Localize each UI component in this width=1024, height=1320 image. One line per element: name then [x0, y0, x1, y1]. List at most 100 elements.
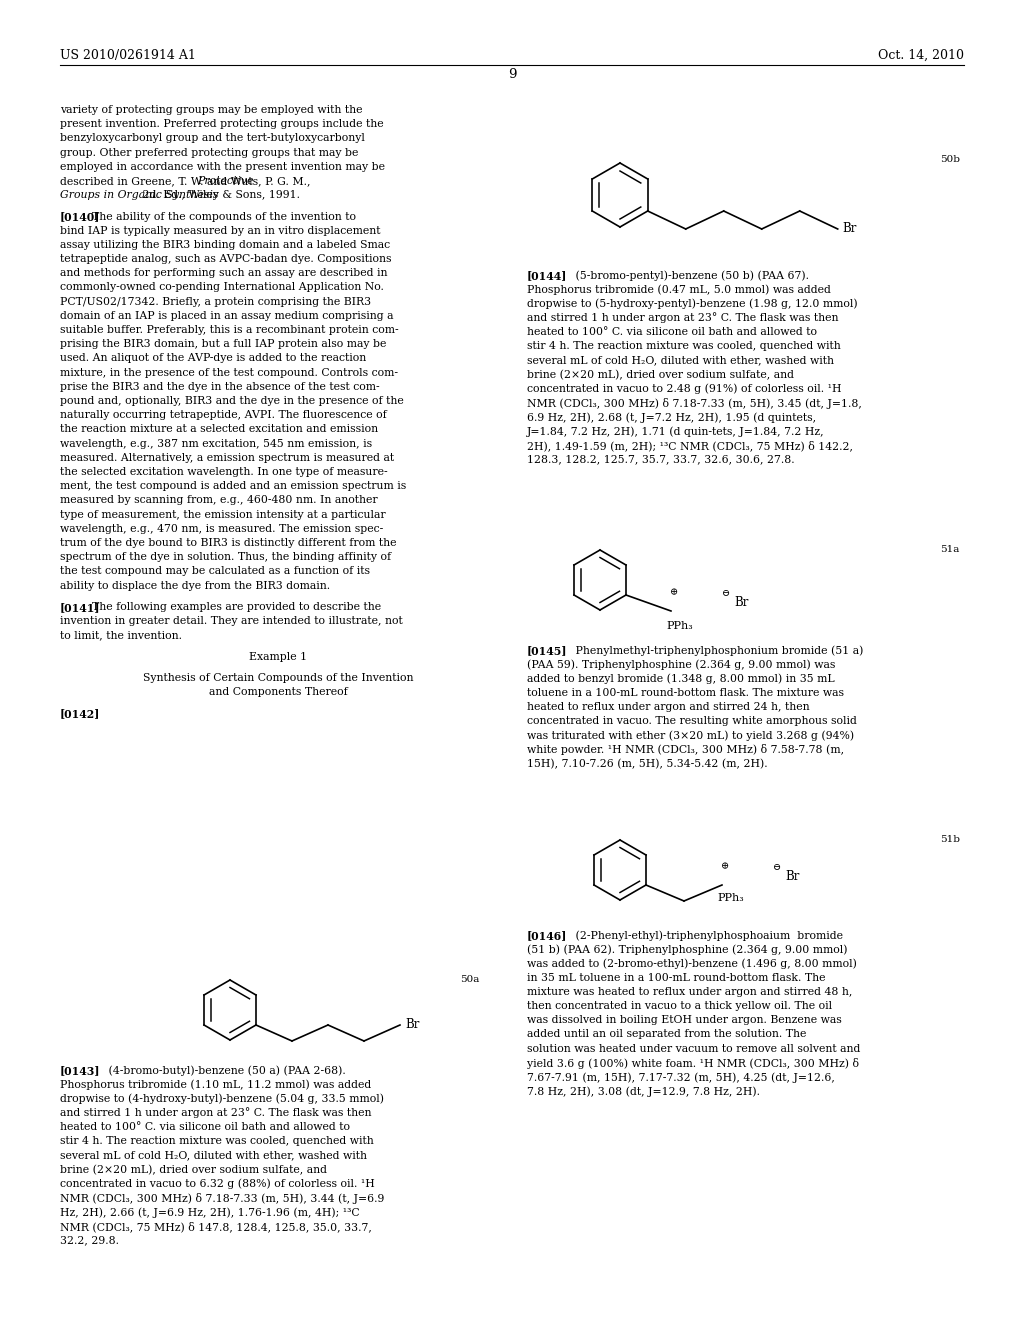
- Text: ⊕: ⊕: [670, 589, 678, 598]
- Text: The following examples are provided to describe the: The following examples are provided to d…: [78, 602, 381, 612]
- Text: Hz, 2H), 2.66 (t, J=6.9 Hz, 2H), 1.76-1.96 (m, 4H); ¹³C: Hz, 2H), 2.66 (t, J=6.9 Hz, 2H), 1.76-1.…: [60, 1206, 359, 1217]
- Text: 2d. Ed., Wiley & Sons, 1991.: 2d. Ed., Wiley & Sons, 1991.: [139, 190, 300, 201]
- Text: dropwise to (5-hydroxy-pentyl)-benzene (1.98 g, 12.0 mmol): dropwise to (5-hydroxy-pentyl)-benzene (…: [527, 298, 858, 309]
- Text: dropwise to (4-hydroxy-butyl)-benzene (5.04 g, 33.5 mmol): dropwise to (4-hydroxy-butyl)-benzene (5…: [60, 1093, 384, 1104]
- Text: employed in accordance with the present invention may be: employed in accordance with the present …: [60, 162, 385, 172]
- Text: then concentrated in vacuo to a thick yellow oil. The oil: then concentrated in vacuo to a thick ye…: [527, 1001, 833, 1011]
- Text: US 2010/0261914 A1: US 2010/0261914 A1: [60, 49, 196, 62]
- Text: Example 1: Example 1: [249, 652, 307, 661]
- Text: was added to (2-bromo-ethyl)-benzene (1.496 g, 8.00 mmol): was added to (2-bromo-ethyl)-benzene (1.…: [527, 958, 857, 969]
- Text: measured. Alternatively, a emission spectrum is measured at: measured. Alternatively, a emission spec…: [60, 453, 394, 463]
- Text: ⊖: ⊖: [722, 589, 730, 598]
- Text: heated to reflux under argon and stirred 24 h, then: heated to reflux under argon and stirred…: [527, 702, 810, 711]
- Text: 6.9 Hz, 2H), 2.68 (t, J=7.2 Hz, 2H), 1.95 (d quintets,: 6.9 Hz, 2H), 2.68 (t, J=7.2 Hz, 2H), 1.9…: [527, 412, 816, 422]
- Text: heated to 100° C. via silicone oil bath and allowed to: heated to 100° C. via silicone oil bath …: [60, 1122, 350, 1131]
- Text: Br: Br: [734, 597, 749, 610]
- Text: spectrum of the dye in solution. Thus, the binding affinity of: spectrum of the dye in solution. Thus, t…: [60, 552, 391, 562]
- Text: NMR (CDCl₃, 300 MHz) δ 7.18-7.33 (m, 5H), 3.45 (dt, J=1.8,: NMR (CDCl₃, 300 MHz) δ 7.18-7.33 (m, 5H)…: [527, 397, 862, 409]
- Text: 7.67-7.91 (m, 15H), 7.17-7.32 (m, 5H), 4.25 (dt, J=12.6,: 7.67-7.91 (m, 15H), 7.17-7.32 (m, 5H), 4…: [527, 1072, 835, 1082]
- Text: was triturated with ether (3×20 mL) to yield 3.268 g (94%): was triturated with ether (3×20 mL) to y…: [527, 730, 854, 741]
- Text: described in Greene, T. W. and Wuts, P. G. M.,: described in Greene, T. W. and Wuts, P. …: [60, 176, 314, 186]
- Text: several mL of cold H₂O, diluted with ether, washed with: several mL of cold H₂O, diluted with eth…: [527, 355, 834, 366]
- Text: naturally occurring tetrapeptide, AVPI. The fluorescence of: naturally occurring tetrapeptide, AVPI. …: [60, 411, 387, 420]
- Text: stir 4 h. The reaction mixture was cooled, quenched with: stir 4 h. The reaction mixture was coole…: [527, 341, 841, 351]
- Text: solution was heated under vacuum to remove all solvent and: solution was heated under vacuum to remo…: [527, 1044, 860, 1053]
- Text: pound and, optionally, BIR3 and the dye in the presence of the: pound and, optionally, BIR3 and the dye …: [60, 396, 403, 407]
- Text: 2H), 1.49-1.59 (m, 2H); ¹³C NMR (CDCl₃, 75 MHz) δ 142.2,: 2H), 1.49-1.59 (m, 2H); ¹³C NMR (CDCl₃, …: [527, 441, 853, 451]
- Text: bind IAP is typically measured by an in vitro displacement: bind IAP is typically measured by an in …: [60, 226, 381, 236]
- Text: stir 4 h. The reaction mixture was cooled, quenched with: stir 4 h. The reaction mixture was coole…: [60, 1137, 374, 1146]
- Text: mixture, in the presence of the test compound. Controls com-: mixture, in the presence of the test com…: [60, 368, 398, 378]
- Text: (5-bromo-pentyl)-benzene (50 b) (PAA 67).: (5-bromo-pentyl)-benzene (50 b) (PAA 67)…: [565, 271, 809, 281]
- Text: Br: Br: [785, 870, 800, 883]
- Text: Br: Br: [404, 1019, 420, 1031]
- Text: present invention. Preferred protecting groups include the: present invention. Preferred protecting …: [60, 119, 384, 129]
- Text: [0146]: [0146]: [527, 931, 567, 941]
- Text: Groups in Organic Synthesis: Groups in Organic Synthesis: [60, 190, 218, 201]
- Text: tetrapeptide analog, such as AVPC-badan dye. Compositions: tetrapeptide analog, such as AVPC-badan …: [60, 253, 391, 264]
- Text: Phosphorus tribromide (1.10 mL, 11.2 mmol) was added: Phosphorus tribromide (1.10 mL, 11.2 mmo…: [60, 1080, 372, 1090]
- Text: ment, the test compound is added and an emission spectrum is: ment, the test compound is added and an …: [60, 482, 407, 491]
- Text: used. An aliquot of the AVP-dye is added to the reaction: used. An aliquot of the AVP-dye is added…: [60, 354, 367, 363]
- Text: and Components Thereof: and Components Thereof: [209, 688, 347, 697]
- Text: 51b: 51b: [940, 836, 961, 843]
- Text: wavelength, e.g., 470 nm, is measured. The emission spec-: wavelength, e.g., 470 nm, is measured. T…: [60, 524, 383, 533]
- Text: J=1.84, 7.2 Hz, 2H), 1.71 (d quin-tets, J=1.84, 7.2 Hz,: J=1.84, 7.2 Hz, 2H), 1.71 (d quin-tets, …: [527, 426, 824, 437]
- Text: NMR (CDCl₃, 300 MHz) δ 7.18-7.33 (m, 5H), 3.44 (t, J=6.9: NMR (CDCl₃, 300 MHz) δ 7.18-7.33 (m, 5H)…: [60, 1193, 384, 1204]
- Text: 51a: 51a: [940, 545, 959, 554]
- Text: Phosphorus tribromide (0.47 mL, 5.0 mmol) was added: Phosphorus tribromide (0.47 mL, 5.0 mmol…: [527, 284, 830, 294]
- Text: PPh₃: PPh₃: [717, 894, 743, 903]
- Text: 50a: 50a: [460, 975, 479, 983]
- Text: [0143]: [0143]: [60, 1065, 100, 1076]
- Text: suitable buffer. Preferably, this is a recombinant protein com-: suitable buffer. Preferably, this is a r…: [60, 325, 398, 335]
- Text: several mL of cold H₂O, diluted with ether, washed with: several mL of cold H₂O, diluted with eth…: [60, 1150, 367, 1160]
- Text: Br: Br: [843, 223, 857, 235]
- Text: and stirred 1 h under argon at 23° C. The flask was then: and stirred 1 h under argon at 23° C. Th…: [60, 1107, 372, 1118]
- Text: to limit, the invention.: to limit, the invention.: [60, 631, 182, 640]
- Text: PPh₃: PPh₃: [666, 620, 692, 631]
- Text: brine (2×20 mL), dried over sodium sulfate, and: brine (2×20 mL), dried over sodium sulfa…: [527, 370, 794, 380]
- Text: [0142]: [0142]: [60, 709, 100, 719]
- Text: [0145]: [0145]: [527, 645, 567, 656]
- Text: white powder. ¹H NMR (CDCl₃, 300 MHz) δ 7.58-7.78 (m,: white powder. ¹H NMR (CDCl₃, 300 MHz) δ …: [527, 744, 844, 755]
- Text: variety of protecting groups may be employed with the: variety of protecting groups may be empl…: [60, 106, 362, 115]
- Text: added to benzyl bromide (1.348 g, 8.00 mmol) in 35 mL: added to benzyl bromide (1.348 g, 8.00 m…: [527, 673, 835, 684]
- Text: prise the BIR3 and the dye in the absence of the test com-: prise the BIR3 and the dye in the absenc…: [60, 381, 380, 392]
- Text: measured by scanning from, e.g., 460-480 nm. In another: measured by scanning from, e.g., 460-480…: [60, 495, 378, 506]
- Text: the selected excitation wavelength. In one type of measure-: the selected excitation wavelength. In o…: [60, 467, 388, 477]
- Text: [0141]: [0141]: [60, 602, 100, 612]
- Text: wavelength, e.g., 387 nm excitation, 545 nm emission, is: wavelength, e.g., 387 nm excitation, 545…: [60, 438, 372, 449]
- Text: ⊖: ⊖: [773, 862, 781, 871]
- Text: ⊕: ⊕: [721, 862, 729, 871]
- Text: Oct. 14, 2010: Oct. 14, 2010: [878, 49, 964, 62]
- Text: 15H), 7.10-7.26 (m, 5H), 5.34-5.42 (m, 2H).: 15H), 7.10-7.26 (m, 5H), 5.34-5.42 (m, 2…: [527, 759, 768, 770]
- Text: Synthesis of Certain Compounds of the Invention: Synthesis of Certain Compounds of the In…: [142, 673, 414, 682]
- Text: PCT/US02/17342. Briefly, a protein comprising the BIR3: PCT/US02/17342. Briefly, a protein compr…: [60, 297, 371, 306]
- Text: the reaction mixture at a selected excitation and emission: the reaction mixture at a selected excit…: [60, 425, 378, 434]
- Text: and methods for performing such an assay are described in: and methods for performing such an assay…: [60, 268, 387, 279]
- Text: toluene in a 100-mL round-bottom flask. The mixture was: toluene in a 100-mL round-bottom flask. …: [527, 688, 844, 697]
- Text: prising the BIR3 domain, but a full IAP protein also may be: prising the BIR3 domain, but a full IAP …: [60, 339, 386, 350]
- Text: brine (2×20 mL), dried over sodium sulfate, and: brine (2×20 mL), dried over sodium sulfa…: [60, 1164, 327, 1175]
- Text: added until an oil separated from the solution. The: added until an oil separated from the so…: [527, 1030, 806, 1039]
- Text: (51 b) (PAA 62). Triphenylphosphine (2.364 g, 9.00 mmol): (51 b) (PAA 62). Triphenylphosphine (2.3…: [527, 944, 848, 954]
- Text: 9: 9: [508, 69, 516, 82]
- Text: the test compound may be calculated as a function of its: the test compound may be calculated as a…: [60, 566, 370, 577]
- Text: concentrated in vacuo to 6.32 g (88%) of colorless oil. ¹H: concentrated in vacuo to 6.32 g (88%) of…: [60, 1179, 375, 1189]
- Text: Phenylmethyl-triphenylphosphonium bromide (51 a): Phenylmethyl-triphenylphosphonium bromid…: [565, 645, 863, 656]
- Text: in 35 mL toluene in a 100-mL round-bottom flask. The: in 35 mL toluene in a 100-mL round-botto…: [527, 973, 825, 982]
- Text: commonly-owned co-pending International Application No.: commonly-owned co-pending International …: [60, 282, 384, 293]
- Text: 128.3, 128.2, 125.7, 35.7, 33.7, 32.6, 30.6, 27.8.: 128.3, 128.2, 125.7, 35.7, 33.7, 32.6, 3…: [527, 454, 795, 465]
- Text: (4-bromo-butyl)-benzene (50 a) (PAA 2-68).: (4-bromo-butyl)-benzene (50 a) (PAA 2-68…: [98, 1065, 346, 1076]
- Text: (PAA 59). Triphenylphosphine (2.364 g, 9.00 mmol) was: (PAA 59). Triphenylphosphine (2.364 g, 9…: [527, 659, 836, 669]
- Text: Protective: Protective: [198, 176, 254, 186]
- Text: type of measurement, the emission intensity at a particular: type of measurement, the emission intens…: [60, 510, 386, 520]
- Text: The ability of the compounds of the invention to: The ability of the compounds of the inve…: [78, 211, 355, 222]
- Text: mixture was heated to reflux under argon and stirred 48 h,: mixture was heated to reflux under argon…: [527, 987, 852, 997]
- Text: heated to 100° C. via silicone oil bath and allowed to: heated to 100° C. via silicone oil bath …: [527, 327, 817, 337]
- Text: group. Other preferred protecting groups that may be: group. Other preferred protecting groups…: [60, 148, 358, 157]
- Text: NMR (CDCl₃, 75 MHz) δ 147.8, 128.4, 125.8, 35.0, 33.7,: NMR (CDCl₃, 75 MHz) δ 147.8, 128.4, 125.…: [60, 1221, 372, 1232]
- Text: 32.2, 29.8.: 32.2, 29.8.: [60, 1236, 119, 1245]
- Text: concentrated in vacuo. The resulting white amorphous solid: concentrated in vacuo. The resulting whi…: [527, 715, 857, 726]
- Text: 7.8 Hz, 2H), 3.08 (dt, J=12.9, 7.8 Hz, 2H).: 7.8 Hz, 2H), 3.08 (dt, J=12.9, 7.8 Hz, 2…: [527, 1086, 760, 1097]
